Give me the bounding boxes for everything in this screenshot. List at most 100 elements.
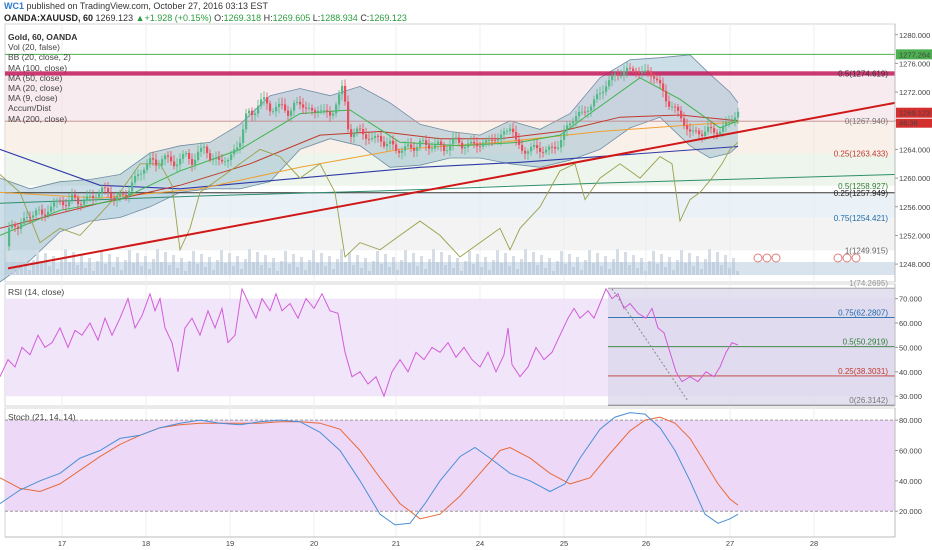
legend-accum-dist[interactable]: Accum/Dist bbox=[8, 103, 51, 114]
candle-body bbox=[704, 131, 707, 136]
candle-body bbox=[56, 200, 59, 203]
legend-bb[interactable]: BB (20, close, 2) bbox=[8, 52, 71, 63]
legend-vol[interactable]: Vol (20, false) bbox=[8, 42, 60, 53]
x-tick-label: 18 bbox=[142, 539, 150, 548]
candle-body bbox=[494, 140, 497, 142]
volume-bar bbox=[300, 257, 303, 275]
volume-bar bbox=[200, 254, 203, 275]
published-text: published on TradingView.com, October 27… bbox=[26, 1, 269, 11]
candle-body bbox=[611, 75, 614, 81]
fib-label: 1(1249.915) bbox=[845, 246, 888, 255]
candle-body bbox=[233, 149, 236, 155]
brand-logo[interactable]: WC1 bbox=[4, 1, 24, 11]
candle-body bbox=[722, 125, 725, 132]
legend-ma200[interactable]: MA (200, close) bbox=[8, 113, 68, 124]
volume-bar bbox=[676, 260, 679, 275]
candle-body bbox=[695, 130, 698, 132]
legend-symbol[interactable]: Gold, 60, OANDA bbox=[8, 32, 78, 42]
volume-bar bbox=[608, 269, 611, 275]
volume-bar bbox=[172, 255, 175, 275]
legend-ma20[interactable]: MA (20, close) bbox=[8, 83, 63, 94]
volume-bar bbox=[444, 265, 447, 275]
x-tick-label: 21 bbox=[392, 539, 400, 548]
volume-bar bbox=[456, 258, 459, 275]
candle-body bbox=[455, 137, 458, 139]
candle-body bbox=[521, 144, 524, 151]
stoch-pane-title[interactable]: Stoch (21, 14, 14) bbox=[8, 412, 76, 422]
candle-body bbox=[11, 223, 14, 228]
candle-body bbox=[86, 196, 89, 201]
volume-bar bbox=[472, 264, 475, 275]
candle-body bbox=[290, 110, 293, 116]
candle-body bbox=[443, 145, 446, 152]
candle-body bbox=[104, 187, 107, 189]
candle-body bbox=[731, 121, 734, 123]
candle-body bbox=[383, 141, 386, 147]
candle-body bbox=[413, 147, 416, 151]
candle-body bbox=[92, 195, 95, 198]
volume-bar bbox=[580, 270, 583, 275]
candle-body bbox=[230, 154, 233, 161]
volume-bar bbox=[408, 263, 411, 275]
volume-bar bbox=[232, 266, 235, 275]
candle-body bbox=[212, 159, 215, 161]
volume-bar bbox=[512, 256, 515, 275]
rsi-y-tick-label: 70.000 bbox=[899, 295, 922, 304]
volume-bar bbox=[52, 256, 55, 275]
candle-body bbox=[461, 142, 464, 149]
candle-body bbox=[50, 206, 53, 212]
fib-label: 0.75(1254.421) bbox=[834, 214, 889, 223]
candle-body bbox=[194, 159, 197, 165]
volume-bar bbox=[476, 254, 479, 275]
volume-bar bbox=[736, 271, 739, 275]
candle-body bbox=[293, 102, 296, 111]
volume-bar bbox=[480, 267, 483, 275]
candle-body bbox=[221, 159, 224, 162]
legend-ma9[interactable]: MA (9, close) bbox=[8, 93, 58, 104]
candle-body bbox=[119, 193, 122, 197]
stoch-y-tick-label: 80.000 bbox=[899, 416, 922, 425]
candle-body bbox=[140, 173, 143, 175]
fib-zone-1 bbox=[5, 73, 895, 122]
candle-body bbox=[116, 196, 119, 201]
legend-ma100[interactable]: MA (100, close) bbox=[8, 62, 68, 73]
volume-bar bbox=[120, 270, 123, 275]
rsi-pane-title[interactable]: RSI (14, close) bbox=[8, 287, 65, 297]
volume-bar bbox=[548, 258, 551, 275]
candle-body bbox=[563, 130, 566, 140]
candle-body bbox=[569, 123, 572, 126]
volume-bar bbox=[308, 260, 311, 275]
volume-bar bbox=[448, 255, 451, 275]
legend-ma50[interactable]: MA (50, close) bbox=[8, 72, 63, 83]
candle-body bbox=[437, 141, 440, 145]
volume-bar bbox=[348, 252, 351, 275]
candle-body bbox=[272, 111, 275, 113]
candle-body bbox=[146, 163, 149, 170]
volume-bar bbox=[212, 270, 215, 275]
candle-body bbox=[275, 106, 278, 112]
main-y-tick-label: 1260.000 bbox=[899, 174, 930, 183]
candle-body bbox=[395, 144, 398, 151]
candle-body bbox=[197, 151, 200, 160]
volume-bar bbox=[16, 254, 19, 275]
candle-body bbox=[710, 126, 713, 129]
candle-body bbox=[716, 132, 719, 135]
candle-body bbox=[170, 156, 173, 162]
volume-bar bbox=[12, 264, 15, 275]
volume-bar bbox=[224, 263, 227, 275]
volume-bar bbox=[680, 250, 683, 275]
volume-bar bbox=[292, 254, 295, 275]
candle-body bbox=[23, 217, 26, 224]
volume-bar bbox=[516, 269, 519, 275]
candle-body bbox=[617, 74, 620, 76]
candle-body bbox=[638, 72, 641, 73]
candle-body bbox=[398, 150, 401, 153]
volume-bar bbox=[288, 264, 291, 275]
candle-body bbox=[632, 68, 635, 71]
stoch-k-line bbox=[0, 412, 739, 526]
candle-body bbox=[392, 140, 395, 145]
candle-body bbox=[311, 107, 314, 111]
volume-bar bbox=[276, 271, 279, 275]
candle-body bbox=[566, 125, 569, 131]
